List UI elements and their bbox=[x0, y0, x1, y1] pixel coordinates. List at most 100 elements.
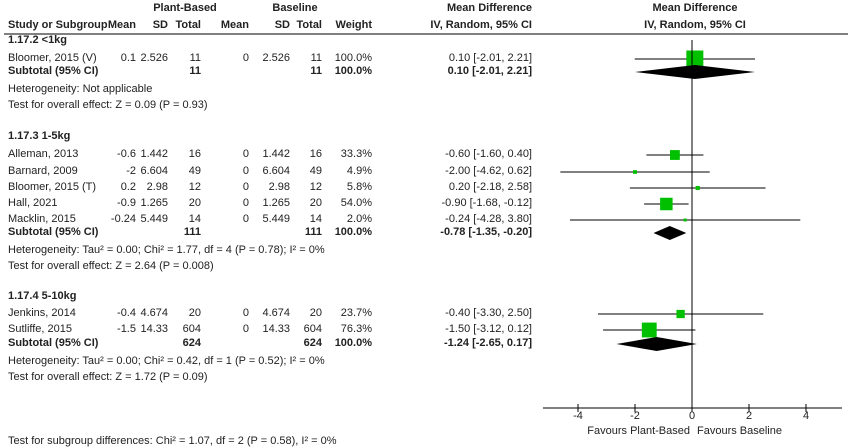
study-sd1: 2.98 bbox=[146, 181, 168, 193]
overall-effect-text: Test for overall effect: Z = 0.09 (P = 0… bbox=[8, 99, 208, 111]
subgroup-title: 1.17.2 <1kg bbox=[8, 34, 68, 46]
study-weight: 76.3% bbox=[340, 323, 372, 335]
study-name: Barnard, 2009 bbox=[8, 165, 78, 177]
study-mean2: 0 bbox=[242, 197, 249, 209]
effect-square bbox=[660, 197, 673, 211]
study-mean2: 0 bbox=[242, 307, 249, 319]
study-mean2: 0 bbox=[242, 148, 249, 160]
study-n1: 11 bbox=[189, 52, 201, 64]
study-n1: 604 bbox=[182, 323, 201, 335]
subtotal-n1: 111 bbox=[183, 226, 201, 238]
study-sd2: 6.604 bbox=[262, 165, 290, 177]
study-sd1: 1.265 bbox=[140, 197, 168, 209]
study-sd2: 2.526 bbox=[262, 52, 290, 64]
x-tick-label: 4 bbox=[802, 410, 810, 422]
subtotal-weight: 100.0% bbox=[334, 65, 372, 77]
study-ci: 0.20 [-2.18, 2.58] bbox=[448, 181, 532, 193]
study-mean1: 0.2 bbox=[120, 181, 136, 193]
effect-square bbox=[633, 170, 637, 174]
subtotal-n2: 111 bbox=[304, 226, 322, 238]
study-sd2: 5.449 bbox=[262, 213, 290, 225]
subtotal-label: Subtotal (95% CI) bbox=[8, 65, 99, 77]
study-mean2: 0 bbox=[242, 52, 249, 64]
study-n1: 20 bbox=[188, 197, 201, 209]
subtotal-n2: 11 bbox=[310, 65, 322, 77]
study-header: Study or Subgroup bbox=[8, 19, 108, 31]
subgroup-title: 1.17.3 1-5kg bbox=[8, 130, 71, 142]
effect-square bbox=[686, 50, 704, 68]
study-ci: -0.60 [-1.60, 0.40] bbox=[445, 148, 532, 160]
x-tick-label: -4 bbox=[573, 410, 583, 422]
study-sd2: 14.33 bbox=[262, 323, 290, 335]
subtotal-diamond bbox=[616, 337, 697, 351]
study-mean1: -0.24 bbox=[110, 213, 136, 225]
heterogeneity-text: Heterogeneity: Tau² = 0.00; Chi² = 1.77,… bbox=[8, 244, 325, 256]
subtotal-weight: 100.0% bbox=[334, 226, 372, 238]
effect-square bbox=[683, 218, 687, 222]
subtotal-label: Subtotal (95% CI) bbox=[8, 226, 99, 238]
study-n1: 49 bbox=[188, 165, 201, 177]
study-n1: 16 bbox=[188, 148, 201, 160]
overall-effect-text: Test for overall effect: Z = 2.64 (P = 0… bbox=[8, 260, 214, 272]
sd1-header: SD bbox=[152, 19, 168, 31]
effect-square bbox=[676, 309, 685, 319]
ci-left-header: IV, Random, 95% CI bbox=[430, 19, 532, 31]
effect-square bbox=[641, 322, 657, 338]
subgroup-test-text: Test for subgroup differences: Chi² = 1.… bbox=[8, 435, 337, 447]
study-mean2: 0 bbox=[242, 213, 249, 225]
overall-effect-text: Test for overall effect: Z = 1.72 (P = 0… bbox=[8, 371, 208, 383]
subgroup-title: 1.17.4 5-10kg bbox=[8, 290, 77, 302]
subtotal-diamond bbox=[653, 226, 687, 240]
study-name: Bloomer, 2015 (T) bbox=[8, 181, 97, 193]
weight-header: Weight bbox=[335, 19, 372, 31]
study-name: Alleman, 2013 bbox=[8, 148, 79, 160]
study-mean1: -0.6 bbox=[117, 148, 136, 160]
study-weight: 5.8% bbox=[346, 181, 372, 193]
study-weight: 2.0% bbox=[346, 213, 372, 225]
favours-right-label: Favours Baseline bbox=[697, 425, 782, 437]
study-sd1: 6.604 bbox=[140, 165, 168, 177]
study-name: Sutliffe, 2015 bbox=[8, 323, 73, 335]
subtotal-ci: -0.78 [-1.35, -0.20] bbox=[440, 226, 532, 238]
group2-header: Baseline bbox=[272, 2, 318, 14]
sd2-header: SD bbox=[274, 19, 290, 31]
study-n1: 20 bbox=[188, 307, 201, 319]
heterogeneity-text: Heterogeneity: Not applicable bbox=[8, 83, 153, 95]
mean2-header: Mean bbox=[220, 19, 249, 31]
study-weight: 23.7% bbox=[340, 307, 372, 319]
heterogeneity-text: Heterogeneity: Tau² = 0.00; Chi² = 0.42,… bbox=[8, 355, 325, 367]
study-name: Jenkins, 2014 bbox=[8, 307, 76, 319]
study-weight: 4.9% bbox=[346, 165, 372, 177]
study-mean2: 0 bbox=[242, 181, 249, 193]
study-weight: 100.0% bbox=[334, 52, 372, 64]
effect-square bbox=[669, 150, 680, 160]
mean1-header: Mean bbox=[107, 19, 136, 31]
study-mean1: 0.1 bbox=[120, 52, 136, 64]
study-n2: 11 bbox=[310, 52, 322, 64]
study-mean2: 0 bbox=[242, 165, 249, 177]
study-n2: 12 bbox=[309, 181, 322, 193]
subtotal-n2: 624 bbox=[303, 337, 322, 349]
study-weight: 54.0% bbox=[340, 197, 372, 209]
x-tick-label: 2 bbox=[745, 410, 753, 422]
study-sd2: 1.265 bbox=[262, 197, 290, 209]
study-n1: 12 bbox=[188, 181, 201, 193]
study-n2: 20 bbox=[309, 307, 322, 319]
effect-square bbox=[695, 185, 700, 191]
study-ci: -0.40 [-3.30, 2.50] bbox=[445, 307, 532, 319]
subtotal-ci: 0.10 [-2.01, 2.21] bbox=[447, 65, 532, 77]
study-mean1: -2 bbox=[126, 165, 136, 177]
study-sd1: 1.442 bbox=[140, 148, 168, 160]
study-n2: 604 bbox=[303, 323, 322, 335]
study-ci: 0.10 [-2.01, 2.21] bbox=[448, 52, 532, 64]
total2-header: Total bbox=[296, 19, 322, 31]
x-tick-label: 0 bbox=[688, 410, 696, 422]
study-mean2: 0 bbox=[242, 323, 249, 335]
study-name: Bloomer, 2015 (V) bbox=[8, 52, 97, 64]
study-weight: 33.3% bbox=[340, 148, 372, 160]
subtotal-weight: 100.0% bbox=[334, 337, 372, 349]
study-name: Hall, 2021 bbox=[8, 197, 58, 209]
study-sd2: 1.442 bbox=[262, 148, 290, 160]
